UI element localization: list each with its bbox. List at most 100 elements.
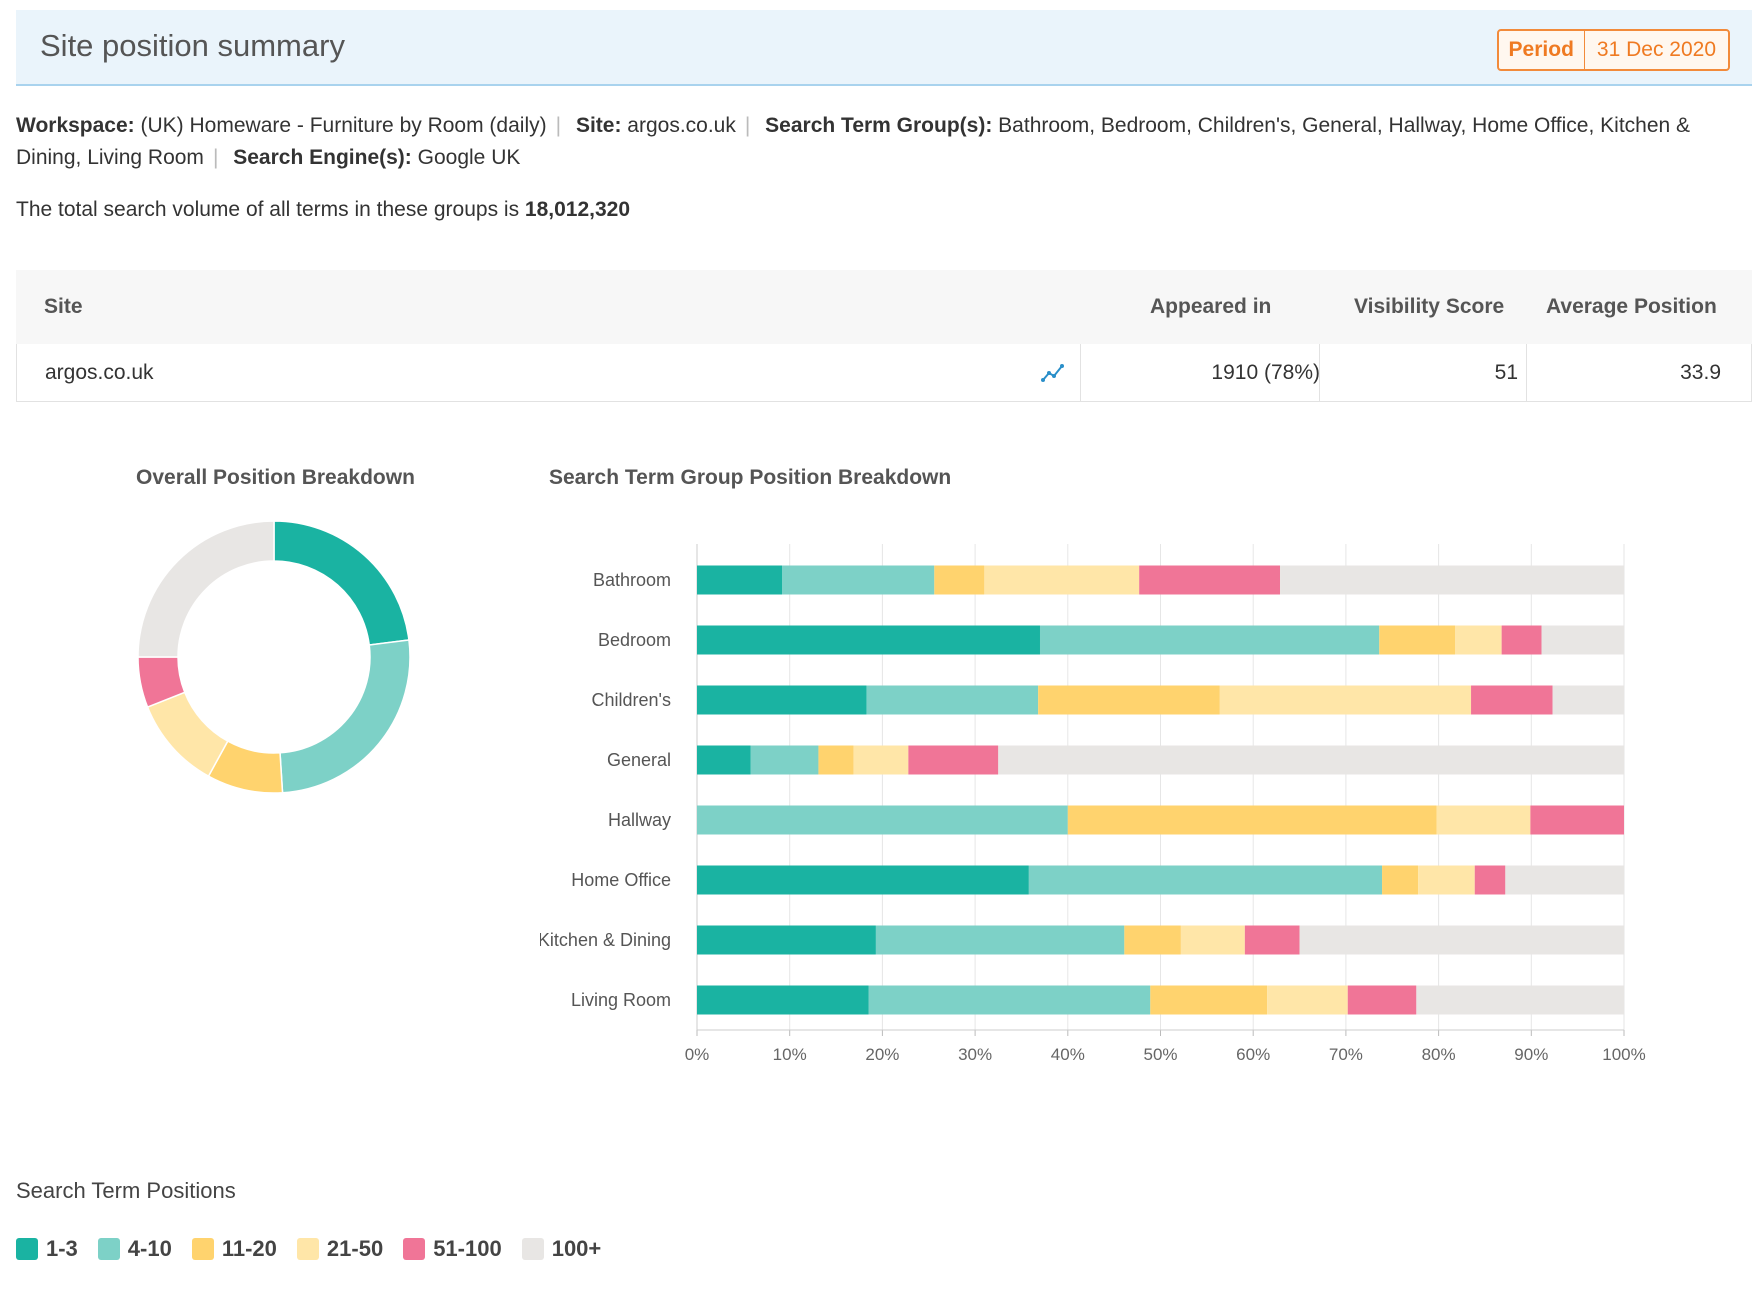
legend-swatch [16, 1238, 38, 1260]
column-header-average-position[interactable]: Average Position [1546, 295, 1717, 318]
legend-item[interactable]: 4-10 [97, 1236, 172, 1262]
site-label: Site: [575, 114, 622, 137]
separator: | [555, 114, 562, 137]
total-volume: The total search volume of all terms in … [16, 198, 630, 222]
bar-segment[interactable] [1455, 625, 1502, 655]
column-divider [1080, 344, 1081, 401]
column-divider [1319, 344, 1320, 401]
legend-label: 11-20 [221, 1236, 277, 1261]
workspace-label: Workspace: [16, 114, 135, 137]
column-header-visibility[interactable]: Visibility Score [1354, 295, 1505, 318]
bar-segment[interactable] [697, 745, 751, 775]
legend-item[interactable]: 51-100 [403, 1236, 502, 1262]
legend-item[interactable]: 1-3 [16, 1236, 78, 1262]
bar-segment[interactable] [697, 865, 1029, 895]
bar-segment[interactable] [1474, 865, 1506, 895]
bar-segment[interactable] [908, 745, 999, 775]
bar-segment[interactable] [1552, 685, 1624, 715]
bar-segment[interactable] [1180, 925, 1245, 955]
bar-segment[interactable] [1530, 805, 1624, 835]
bar-segment[interactable] [1471, 685, 1553, 715]
bar-segment[interactable] [875, 925, 1125, 955]
bar-segment[interactable] [934, 565, 985, 595]
total-volume-value: 18,012,320 [524, 198, 631, 221]
legend-swatch [296, 1238, 319, 1260]
y-tick-label: Kitchen & Dining [540, 930, 671, 950]
bar-segment[interactable] [697, 625, 1040, 655]
site-summary-table: Site Appeared in Visibility Score Averag… [16, 270, 1752, 402]
row-appeared: 1910 (78%) [1211, 361, 1320, 384]
y-tick-label: Bedroom [598, 630, 671, 650]
x-tick-label: 10% [773, 1045, 807, 1064]
bar-segment[interactable] [1379, 625, 1456, 655]
engines-label: Search Engine(s): [233, 146, 412, 169]
bar-segment[interactable] [1436, 805, 1531, 835]
bar-segment[interactable] [1505, 865, 1624, 895]
donut-slice-4-10[interactable] [279, 639, 411, 794]
page-header: Site position summary Period 31 Dec 2020 [16, 10, 1752, 86]
donut-slice-1-3[interactable] [273, 520, 410, 646]
bar-segment[interactable] [1124, 925, 1181, 955]
bar-segment[interactable] [697, 805, 1068, 835]
y-tick-label: Living Room [571, 990, 671, 1010]
y-tick-label: Hallway [608, 810, 671, 830]
legend-item[interactable]: 21-50 [296, 1236, 383, 1262]
bar-segment[interactable] [1347, 985, 1417, 1015]
legend-swatch [97, 1238, 120, 1260]
donut-slice-100+[interactable] [137, 520, 275, 658]
bar-segment[interactable] [1038, 685, 1220, 715]
trend-chart-icon[interactable] [1041, 362, 1065, 384]
bar-segment[interactable] [1028, 865, 1383, 895]
table-header: Site Appeared in Visibility Score Averag… [16, 270, 1752, 344]
x-tick-label: 50% [1143, 1045, 1177, 1064]
bar-segment[interactable] [868, 985, 1151, 1015]
bar-segment[interactable] [697, 985, 869, 1015]
bar-segment[interactable] [750, 745, 819, 775]
total-volume-text: The total search volume of all terms in … [16, 198, 520, 221]
period-badge[interactable]: Period 31 Dec 2020 [1496, 29, 1730, 71]
bar-segment[interactable] [1299, 925, 1624, 955]
workspace-value: (UK) Homeware - Furniture by Room (daily… [140, 114, 547, 137]
column-header-site[interactable]: Site [44, 295, 83, 318]
legend-item[interactable]: 11-20 [191, 1236, 277, 1262]
legend-label: 100+ [551, 1236, 602, 1261]
legend-label: 4-10 [127, 1236, 172, 1261]
period-value: 31 Dec 2020 [1596, 38, 1716, 61]
bar-segment[interactable] [1219, 685, 1472, 715]
bar-segment[interactable] [782, 565, 935, 595]
bar-segment[interactable] [1244, 925, 1300, 955]
bar-segment[interactable] [818, 745, 854, 775]
bar-segment[interactable] [998, 745, 1624, 775]
bar-segment[interactable] [1267, 985, 1348, 1015]
bar-segment[interactable] [1416, 985, 1624, 1015]
donut-chart [137, 520, 411, 794]
bar-segment[interactable] [697, 565, 783, 595]
bar-segment[interactable] [1541, 625, 1624, 655]
x-tick-label: 40% [1051, 1045, 1085, 1064]
bar-segment[interactable] [866, 685, 1039, 715]
donut-slice-21-50[interactable] [146, 691, 229, 778]
y-tick-label: Bathroom [593, 570, 671, 590]
bar-segment[interactable] [1280, 565, 1624, 595]
bar-segment[interactable] [1039, 625, 1380, 655]
bar-segment[interactable] [1418, 865, 1475, 895]
legend: 1-3 4-10 11-20 21-50 51-100 100+ [16, 1236, 621, 1262]
bar-segment[interactable] [1067, 805, 1437, 835]
bar-segment[interactable] [1139, 565, 1281, 595]
bar-segment[interactable] [697, 925, 876, 955]
legend-item[interactable]: 100+ [521, 1236, 602, 1262]
bar-segment[interactable] [1501, 625, 1542, 655]
x-tick-label: 80% [1422, 1045, 1456, 1064]
separator: | [212, 146, 219, 169]
column-header-appeared[interactable]: Appeared in [1150, 295, 1272, 318]
row-average-position: 33.9 [1680, 361, 1721, 384]
bar-segment[interactable] [984, 565, 1140, 595]
bar-segment[interactable] [1382, 865, 1419, 895]
bar-segment[interactable] [697, 685, 867, 715]
period-label: Period [1499, 31, 1585, 69]
legend-swatch [521, 1238, 544, 1260]
site-value: argos.co.uk [627, 114, 736, 137]
report-meta: Workspace: (UK) Homeware - Furniture by … [16, 110, 1746, 174]
bar-segment[interactable] [1150, 985, 1268, 1015]
bar-segment[interactable] [853, 745, 909, 775]
